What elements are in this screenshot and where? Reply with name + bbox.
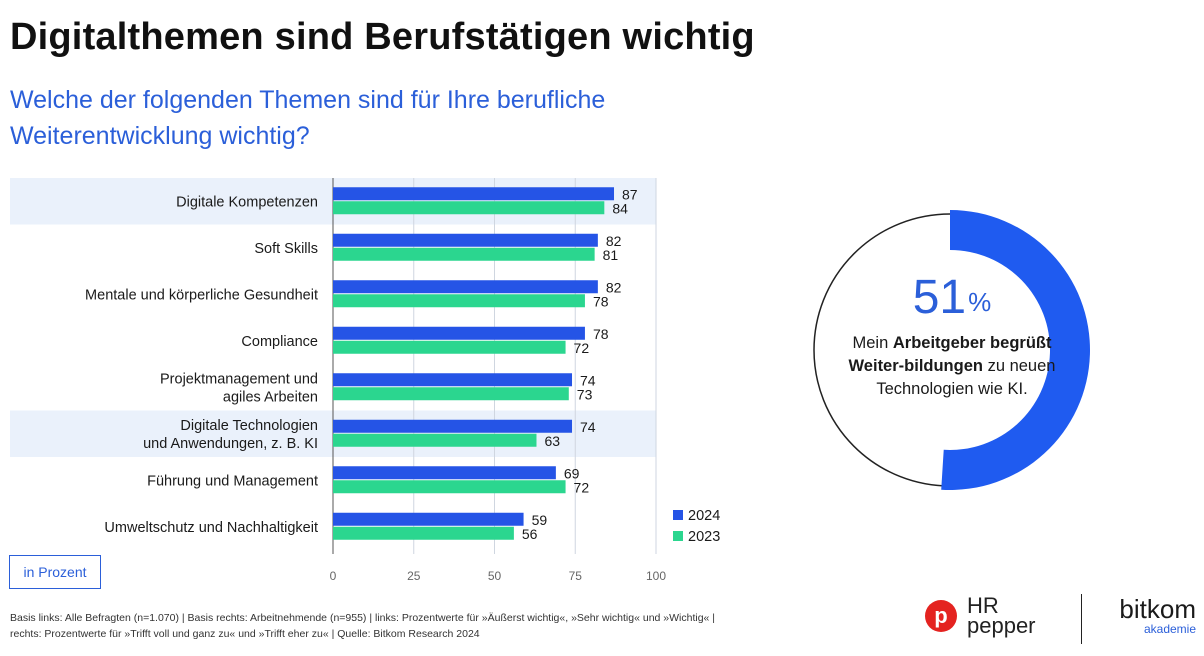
legend-swatch-2023 <box>673 531 683 541</box>
bar-2023 <box>333 433 537 447</box>
category-label-line: Digitale Kompetenzen <box>176 194 318 210</box>
category-label: Soft Skills <box>254 241 318 257</box>
category-label: Digitale Technologien und Anwendungen, z.… <box>143 418 318 452</box>
bar-value-label: 72 <box>574 479 590 495</box>
bar-2023 <box>333 387 569 401</box>
bar-2024 <box>333 280 598 294</box>
hr-pepper-wordmark: HR pepper <box>967 593 1036 638</box>
category-label: Compliance <box>241 334 318 350</box>
donut-value: 51% <box>842 270 1062 330</box>
donut-slice-51 <box>941 210 1091 490</box>
bar-value-label: 87 <box>622 186 638 202</box>
bar-value-label: 73 <box>577 386 593 402</box>
unit-label: in Prozent <box>9 555 101 589</box>
logo-divider <box>1081 594 1082 644</box>
category-label-line: Projektmanagement und <box>160 371 318 387</box>
hr-pepper-line-2: pepper <box>967 613 1036 638</box>
donut-caption-part-1: Mein <box>852 334 893 352</box>
donut-caption: Mein Arbeitgeber begrüßt Weiter-bildunge… <box>842 332 1062 401</box>
bar-2023 <box>333 340 566 354</box>
category-label: Projektmanagement und agiles Arbeiten <box>160 371 318 405</box>
bar-value-label: 84 <box>612 200 628 216</box>
category-label: Mentale und körperliche Gesundheit <box>85 287 318 303</box>
bar-2023 <box>333 247 595 261</box>
legend: 2024 2023 <box>673 508 720 545</box>
bitkom-subtitle: akademie <box>1143 622 1196 636</box>
bar-value-label: 74 <box>580 419 596 435</box>
category-label-line: und Anwendungen, z. B. KI <box>143 436 318 452</box>
category-label: Digitale Kompetenzen <box>176 194 318 210</box>
donut-caption-part-3: zu neuen Technologien wie KI. <box>876 357 1056 398</box>
bar-value-label: 56 <box>522 526 538 542</box>
x-tick-label: 0 <box>330 569 337 580</box>
hr-pepper-mark: p <box>925 600 957 632</box>
bar-2023 <box>333 201 605 215</box>
bar-2023 <box>333 480 566 494</box>
footnote: Basis links: Alle Befragten (n=1.070) | … <box>10 610 830 642</box>
footnote-line-1: Basis links: Alle Befragten (n=1.070) | … <box>10 612 716 624</box>
hr-pepper-logo-icon: p HR pepper <box>925 593 1036 638</box>
bar-value-label: 78 <box>593 326 609 342</box>
bar-2023 <box>333 526 514 540</box>
bar-2024 <box>333 326 585 340</box>
bitkom-logo-icon: bitkom akademie <box>1100 594 1196 636</box>
bar-2024 <box>333 466 556 480</box>
bar-2024 <box>333 233 598 247</box>
x-tick-label: 100 <box>646 569 666 580</box>
category-label-line: agiles Arbeiten <box>223 389 318 405</box>
bar-value-label: 82 <box>606 233 622 249</box>
bar-layer <box>333 187 615 540</box>
x-tick-label: 25 <box>407 569 421 580</box>
page-subtitle: Welche der folgenden Themen sind für Ihr… <box>10 86 606 150</box>
bar-value-label: 63 <box>544 433 560 449</box>
footnote-line-2: rechts: Prozentwerte für »Trifft voll un… <box>10 628 480 640</box>
x-tick-layer: 0 25 50 75 100 <box>330 569 667 580</box>
donut-center: 51% Mein Arbeitgeber begrüßt Weiter-bild… <box>842 270 1062 401</box>
bar-value-label: 82 <box>606 279 622 295</box>
bar-2023 <box>333 294 585 308</box>
bar-value-label: 81 <box>603 247 619 263</box>
bitkom-wordmark: bitkom <box>1119 594 1196 624</box>
bar-2024 <box>333 373 573 387</box>
x-tick-label: 50 <box>488 569 502 580</box>
category-label: Führung und Management <box>147 473 318 489</box>
legend-label-2024: 2024 <box>688 508 720 524</box>
category-label-line: Mentale und körperliche Gesundheit <box>85 287 318 303</box>
bar-2024 <box>333 187 615 201</box>
legend-swatch-2024 <box>673 510 683 520</box>
bar-chart: Digitale Kompetenzen Soft Skills Mentale u… <box>10 178 720 580</box>
hr-pepper-line-1: HR <box>967 593 999 618</box>
category-label-line: Soft Skills <box>254 241 318 257</box>
category-label: Umweltschutz und Nachhaltigkeit <box>104 520 318 536</box>
category-label-layer: Digitale Kompetenzen Soft Skills Mentale u… <box>85 194 318 536</box>
x-tick-label: 75 <box>569 569 583 580</box>
bar-value-label: 74 <box>580 372 596 388</box>
category-label-line: Führung und Management <box>147 473 318 489</box>
bar-value-label: 72 <box>574 340 590 356</box>
category-label-line: Digitale Technologien <box>180 418 318 434</box>
donut-value-unit: % <box>968 287 992 317</box>
category-label-line: Umweltschutz und Nachhaltigkeit <box>104 520 318 536</box>
bar-value-label: 78 <box>593 293 609 309</box>
bar-value-label: 69 <box>564 465 580 481</box>
bar-2024 <box>333 512 524 526</box>
legend-label-2023: 2023 <box>688 529 720 545</box>
donut-caption-part-2: Arbeitgeber begrüßt Weiter-bildungen <box>848 334 1052 375</box>
bar-2024 <box>333 419 573 433</box>
donut-value-number: 51 <box>912 271 967 324</box>
donut-chart <box>813 210 1091 490</box>
page-title: Digitalthemen sind Berufstätigen wichtig <box>10 16 755 58</box>
category-label-line: Compliance <box>241 334 318 350</box>
bar-value-label: 59 <box>532 512 548 528</box>
